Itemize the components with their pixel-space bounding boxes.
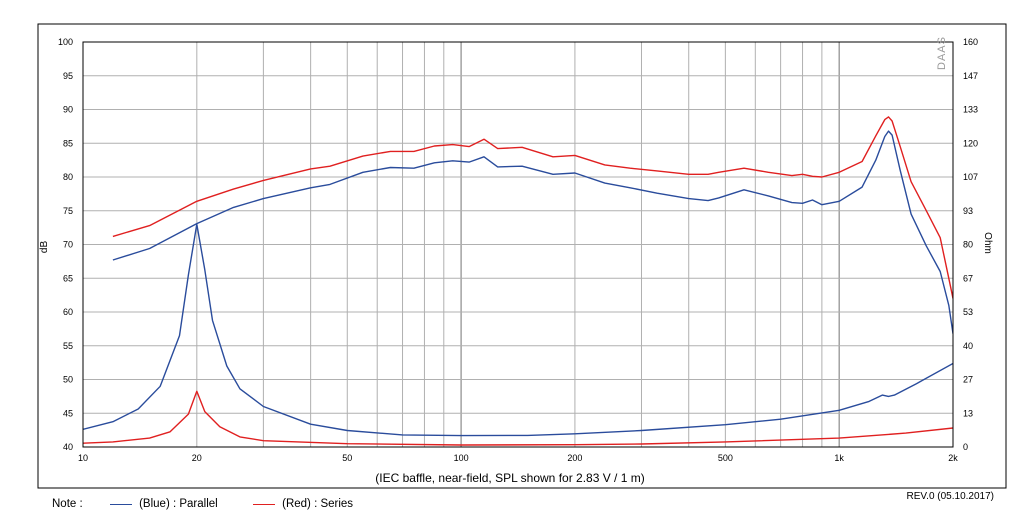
legend: Note : (Blue) : Parallel (Red) : Series [52, 498, 353, 510]
watermark: DAAS [936, 36, 948, 70]
red-swatch [252, 503, 275, 505]
y-right-tick-label: 80 [963, 240, 973, 250]
y-left-tick-label: 50 [63, 375, 73, 385]
y-right-tick-label: 53 [963, 307, 973, 317]
legend-parallel: (Blue) : Parallel [139, 498, 218, 510]
x-tick-label: 1k [834, 453, 844, 463]
y-right-tick-label: 67 [963, 273, 973, 283]
grid [83, 42, 953, 447]
y-left-tick-label: 95 [63, 71, 73, 81]
y-left-tick-label: 60 [63, 307, 73, 317]
x-tick-label: 100 [454, 453, 469, 463]
y-left-label: dB [39, 241, 50, 254]
y-left-tick-label: 45 [63, 408, 73, 418]
y-left-tick-label: 100 [58, 37, 73, 47]
plot-frame [82, 41, 954, 448]
spl-curve-series [112, 116, 953, 299]
y-right-tick-label: 133 [963, 105, 978, 115]
y-right-tick-label: 0 [963, 442, 968, 452]
legend-series: (Red) : Series [282, 498, 354, 510]
y-right-tick-label: 120 [963, 138, 978, 148]
series-group [83, 116, 953, 446]
y-left-tick-label: 80 [63, 172, 73, 182]
y-left-tick-label: 55 [63, 341, 73, 351]
labels: 10 20 50 100 200 500 1k 2k100959085807570656055… [58, 37, 978, 463]
chart-svg: 10 20 50 100 200 500 1k 2k100959085807570656055… [37, 23, 1007, 489]
y-left-tick-label: 85 [63, 138, 73, 148]
x-tick-label: 20 [192, 453, 202, 463]
note-label: Note : [52, 498, 83, 510]
y-right-tick-label: 40 [963, 341, 973, 351]
revision-text: REV.0 (05.10.2017) [906, 491, 994, 502]
blue-swatch [109, 503, 132, 505]
spl-curve-parallel [112, 130, 953, 334]
x-tick-label: 50 [342, 453, 352, 463]
impedance-curve-parallel [83, 223, 953, 437]
y-left-tick-label: 40 [63, 442, 73, 452]
outer-frame [37, 23, 1007, 489]
y-right-tick-label: 107 [963, 172, 978, 182]
y-left-tick-label: 75 [63, 206, 73, 216]
y-left-tick-label: 70 [63, 240, 73, 250]
x-axis-caption: (IEC baffle, near-field, SPL shown for 2… [375, 471, 644, 485]
x-tick-label: 2k [948, 453, 958, 463]
x-tick-label: 500 [718, 453, 733, 463]
y-left-tick-label: 65 [63, 273, 73, 283]
y-right-tick-label: 13 [963, 408, 973, 418]
y-right-tick-label: 160 [963, 37, 978, 47]
x-tick-label: 10 [78, 453, 88, 463]
y-left-tick-label: 90 [63, 105, 73, 115]
impedance-curve-series [83, 390, 953, 446]
y-right-label: Ohm [982, 232, 993, 254]
x-tick-label: 200 [567, 453, 582, 463]
y-right-tick-label: 93 [963, 206, 973, 216]
y-right-tick-label: 147 [963, 71, 978, 81]
y-right-tick-label: 27 [963, 375, 973, 385]
